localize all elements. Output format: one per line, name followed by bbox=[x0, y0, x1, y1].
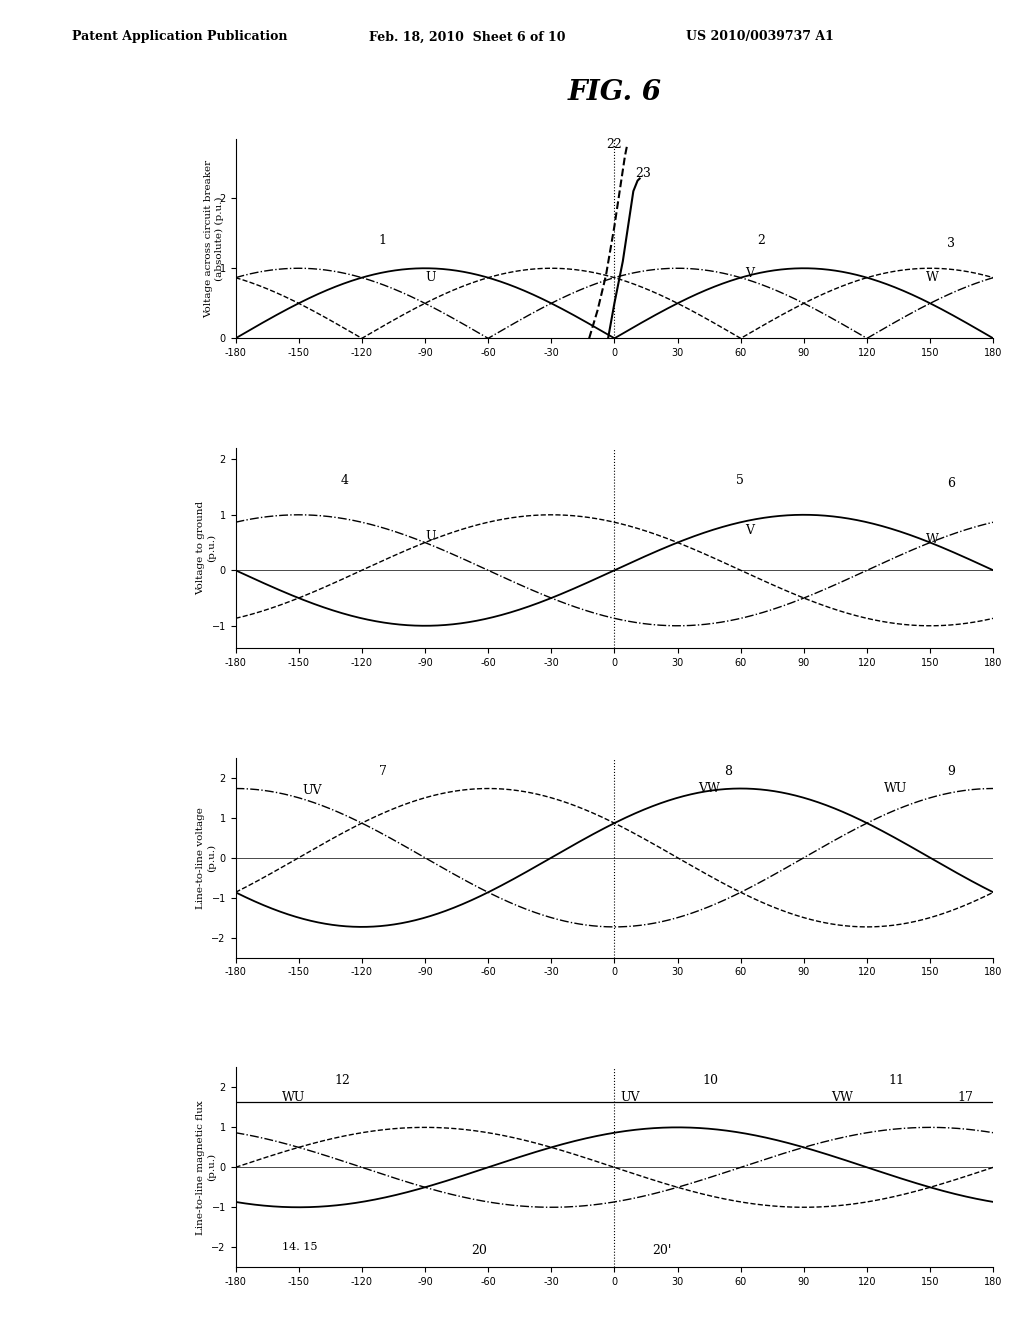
Text: 6: 6 bbox=[947, 477, 955, 490]
Text: V: V bbox=[744, 267, 754, 280]
Text: 4: 4 bbox=[341, 474, 349, 487]
Text: W: W bbox=[926, 532, 939, 545]
Text: 23: 23 bbox=[636, 168, 651, 180]
Text: 2: 2 bbox=[758, 234, 765, 247]
Text: W: W bbox=[926, 271, 939, 284]
Text: 3: 3 bbox=[947, 238, 955, 251]
Text: 11: 11 bbox=[888, 1074, 904, 1088]
Text: 14. 15: 14. 15 bbox=[282, 1242, 317, 1253]
Text: VW: VW bbox=[831, 1092, 853, 1105]
Y-axis label: Voltage across circuit breaker
(absolute) (p.u.): Voltage across circuit breaker (absolute… bbox=[204, 160, 224, 318]
Text: WU: WU bbox=[282, 1092, 305, 1105]
Text: 20': 20' bbox=[652, 1245, 672, 1258]
Text: VW: VW bbox=[698, 781, 721, 795]
Text: Feb. 18, 2010  Sheet 6 of 10: Feb. 18, 2010 Sheet 6 of 10 bbox=[369, 30, 565, 44]
Text: 5: 5 bbox=[736, 474, 744, 487]
Text: 10: 10 bbox=[702, 1074, 719, 1088]
Text: 20: 20 bbox=[471, 1245, 487, 1258]
Text: 7: 7 bbox=[379, 764, 386, 777]
Text: WU: WU bbox=[884, 781, 907, 795]
Text: V: V bbox=[744, 524, 754, 537]
Text: FIG. 6: FIG. 6 bbox=[567, 79, 662, 106]
Text: 8: 8 bbox=[724, 764, 732, 777]
Text: 22: 22 bbox=[606, 137, 622, 150]
Text: U: U bbox=[425, 271, 435, 284]
Text: 12: 12 bbox=[335, 1074, 350, 1088]
Text: UV: UV bbox=[621, 1092, 640, 1105]
Y-axis label: Line-to-line magnetic flux
(p.u.): Line-to-line magnetic flux (p.u.) bbox=[196, 1100, 216, 1234]
Text: UV: UV bbox=[303, 784, 323, 797]
Text: U: U bbox=[425, 529, 435, 543]
Text: 9: 9 bbox=[947, 764, 954, 777]
Text: 1: 1 bbox=[379, 234, 387, 247]
Text: 17: 17 bbox=[957, 1090, 974, 1104]
Y-axis label: Voltage to ground
(p.u.): Voltage to ground (p.u.) bbox=[197, 502, 216, 595]
Text: Patent Application Publication: Patent Application Publication bbox=[72, 30, 287, 44]
Text: US 2010/0039737 A1: US 2010/0039737 A1 bbox=[686, 30, 834, 44]
Y-axis label: Line-to-line voltage
(p.u.): Line-to-line voltage (p.u.) bbox=[196, 807, 216, 908]
